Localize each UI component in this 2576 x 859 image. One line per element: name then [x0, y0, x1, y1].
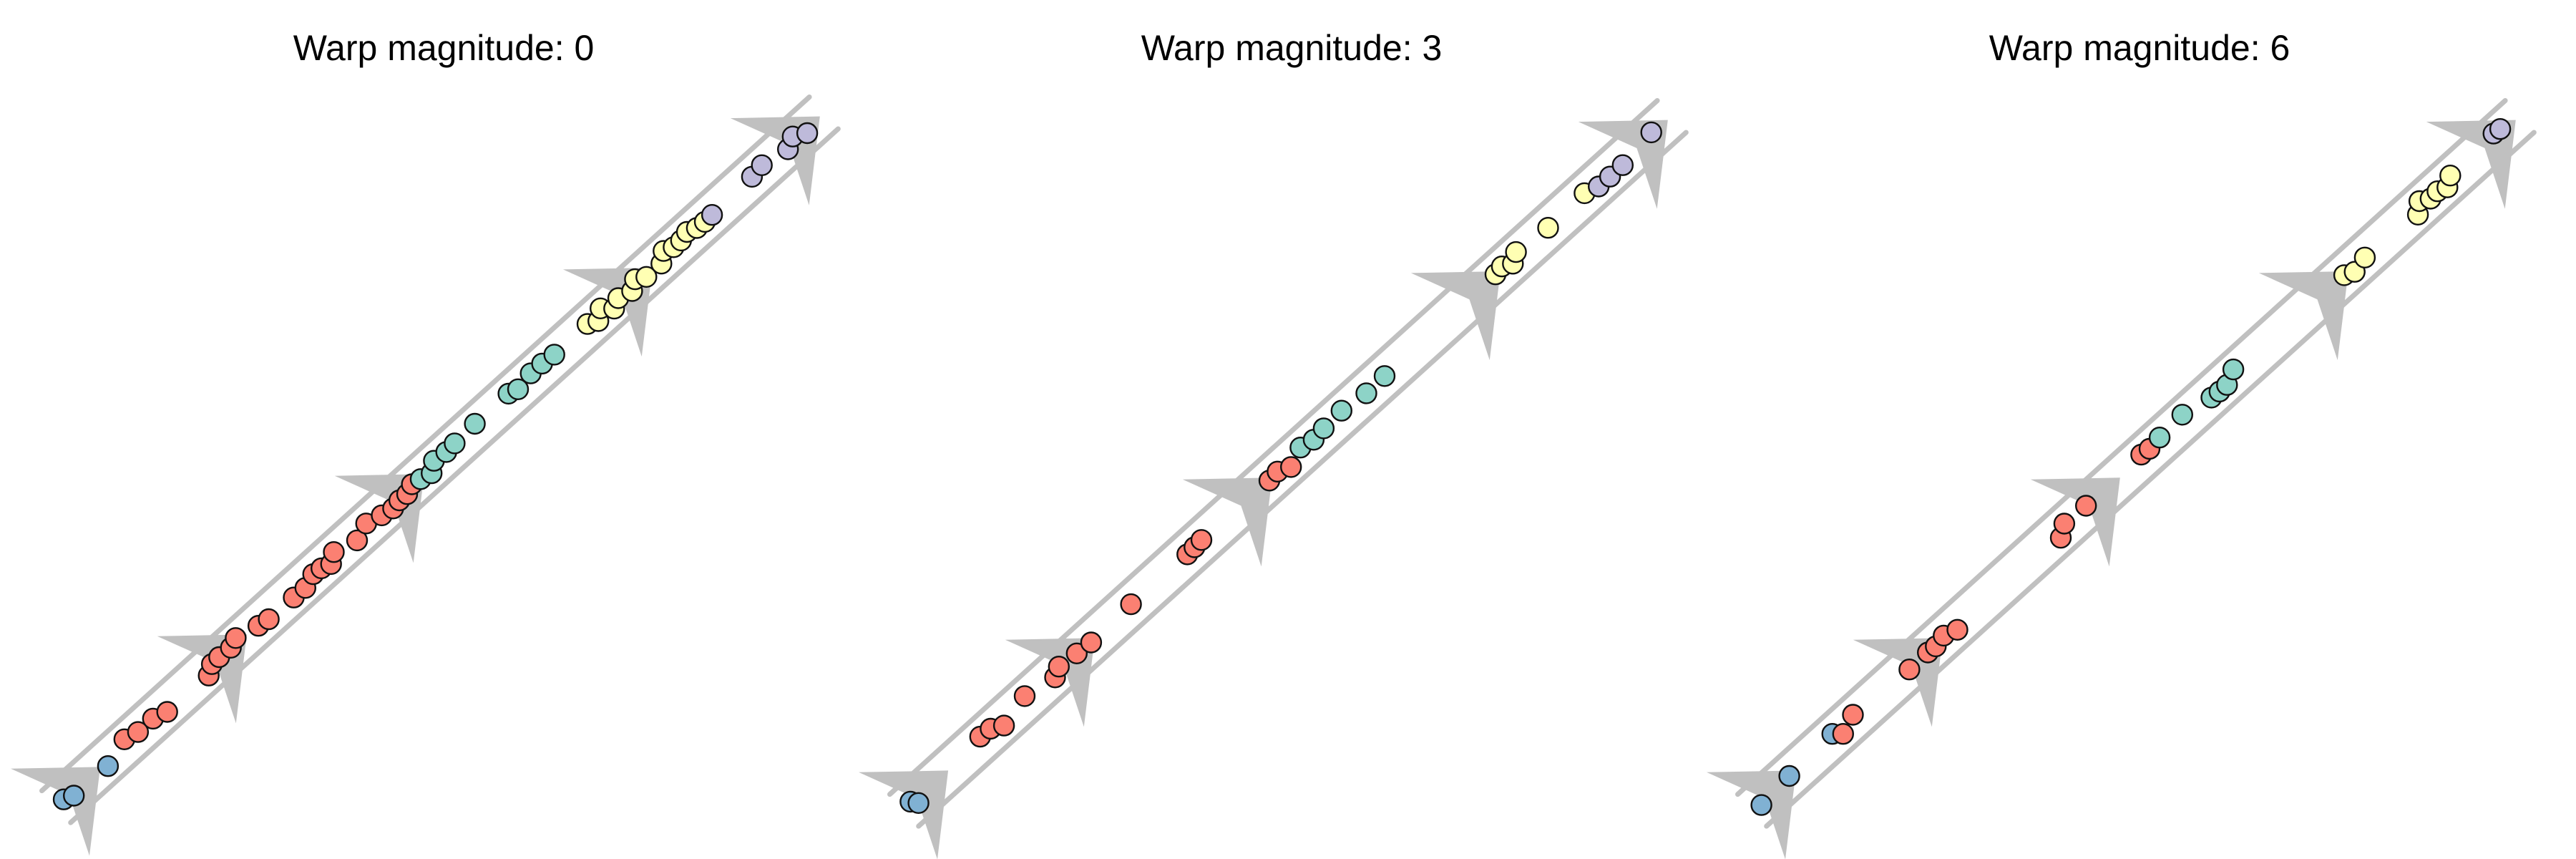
cell-point-blue	[907, 792, 930, 815]
cell-point-red	[1048, 656, 1070, 678]
trajectory-arrowhead	[1182, 477, 1272, 567]
trajectory-edge	[1764, 130, 2537, 829]
cell-point-yellow	[1537, 217, 1559, 239]
cell-point-teal	[543, 344, 565, 366]
cell-point-red	[1832, 722, 1855, 745]
cell-point-red	[1080, 631, 1103, 654]
cell-point-teal	[1373, 365, 1396, 387]
cell-point-yellow	[635, 266, 658, 288]
cell-point-yellow	[2439, 164, 2462, 187]
cell-point-red	[225, 627, 247, 649]
panel-warp-3: Warp magnitude: 3	[859, 28, 1689, 859]
cell-points	[899, 121, 1662, 815]
trajectory-edge	[1735, 97, 2508, 797]
cell-point-red	[1898, 659, 1921, 681]
cell-point-teal	[1355, 382, 1377, 404]
cell-points	[1750, 117, 2512, 816]
cell-point-blue	[1750, 794, 1772, 816]
cell-point-teal	[2222, 358, 2245, 381]
cell-point-blue	[1778, 765, 1800, 787]
cell-point-teal	[1330, 399, 1353, 422]
cell-point-red	[1120, 593, 1142, 616]
panel-warp-0: Warp magnitude: 0	[11, 28, 841, 856]
cell-point-red	[258, 608, 280, 631]
cell-point-red	[346, 529, 369, 552]
cell-point-red	[1013, 685, 1036, 707]
cell-point-purple	[701, 204, 723, 226]
cell-point-red	[2074, 495, 2097, 517]
cell-point-purple	[796, 122, 819, 145]
cell-point-red	[992, 714, 1015, 737]
cell-point-red	[1190, 529, 1213, 551]
cell-point-teal	[507, 378, 530, 400]
trajectory-arrowhead	[11, 767, 101, 856]
cell-point-red	[1842, 704, 1864, 726]
cell-point-red	[1065, 642, 1088, 664]
cell-point-blue	[97, 754, 119, 777]
trajectory-arrowhead	[1707, 770, 1797, 859]
cell-point-yellow	[1505, 241, 1527, 263]
cell-point-red	[323, 541, 345, 563]
cell-point-purple	[751, 154, 773, 177]
cell-point-teal	[1312, 417, 1335, 440]
cell-point-red	[156, 701, 178, 723]
trajectory-edge	[39, 94, 812, 794]
panel-warp-6: Warp magnitude: 6	[1707, 28, 2537, 859]
cell-point-red	[1279, 456, 1302, 478]
cell-point-teal	[2148, 427, 2171, 449]
cell-point-blue	[62, 785, 85, 807]
trajectory-arrowhead	[1578, 120, 1668, 209]
cell-point-red	[127, 721, 150, 743]
panel-title: Warp magnitude: 6	[1989, 28, 2290, 68]
trajectory-arrowhead	[2030, 477, 2120, 567]
trajectory-arrowhead	[1410, 271, 1501, 361]
cell-point-purple	[1611, 154, 1634, 176]
cell-point-purple	[2489, 117, 2512, 140]
panel-title: Warp magnitude: 3	[1141, 28, 1443, 68]
trajectory-edge	[68, 126, 841, 825]
cell-point-teal	[444, 432, 466, 455]
panel-title: Warp magnitude: 0	[293, 28, 595, 68]
trajectory-edge	[887, 97, 1660, 797]
cell-point-yellow	[2353, 246, 2376, 268]
cell-points	[52, 122, 819, 810]
cell-point-teal	[2171, 404, 2194, 426]
cell-point-purple	[1640, 121, 1662, 144]
trajectory-arrowhead	[859, 770, 949, 859]
cell-point-teal	[464, 412, 486, 435]
trajectory-arrowhead	[2258, 271, 2348, 361]
cell-point-red	[1946, 618, 1968, 641]
cell-point-red	[2053, 513, 2076, 535]
trajectory-edge	[916, 130, 1689, 829]
